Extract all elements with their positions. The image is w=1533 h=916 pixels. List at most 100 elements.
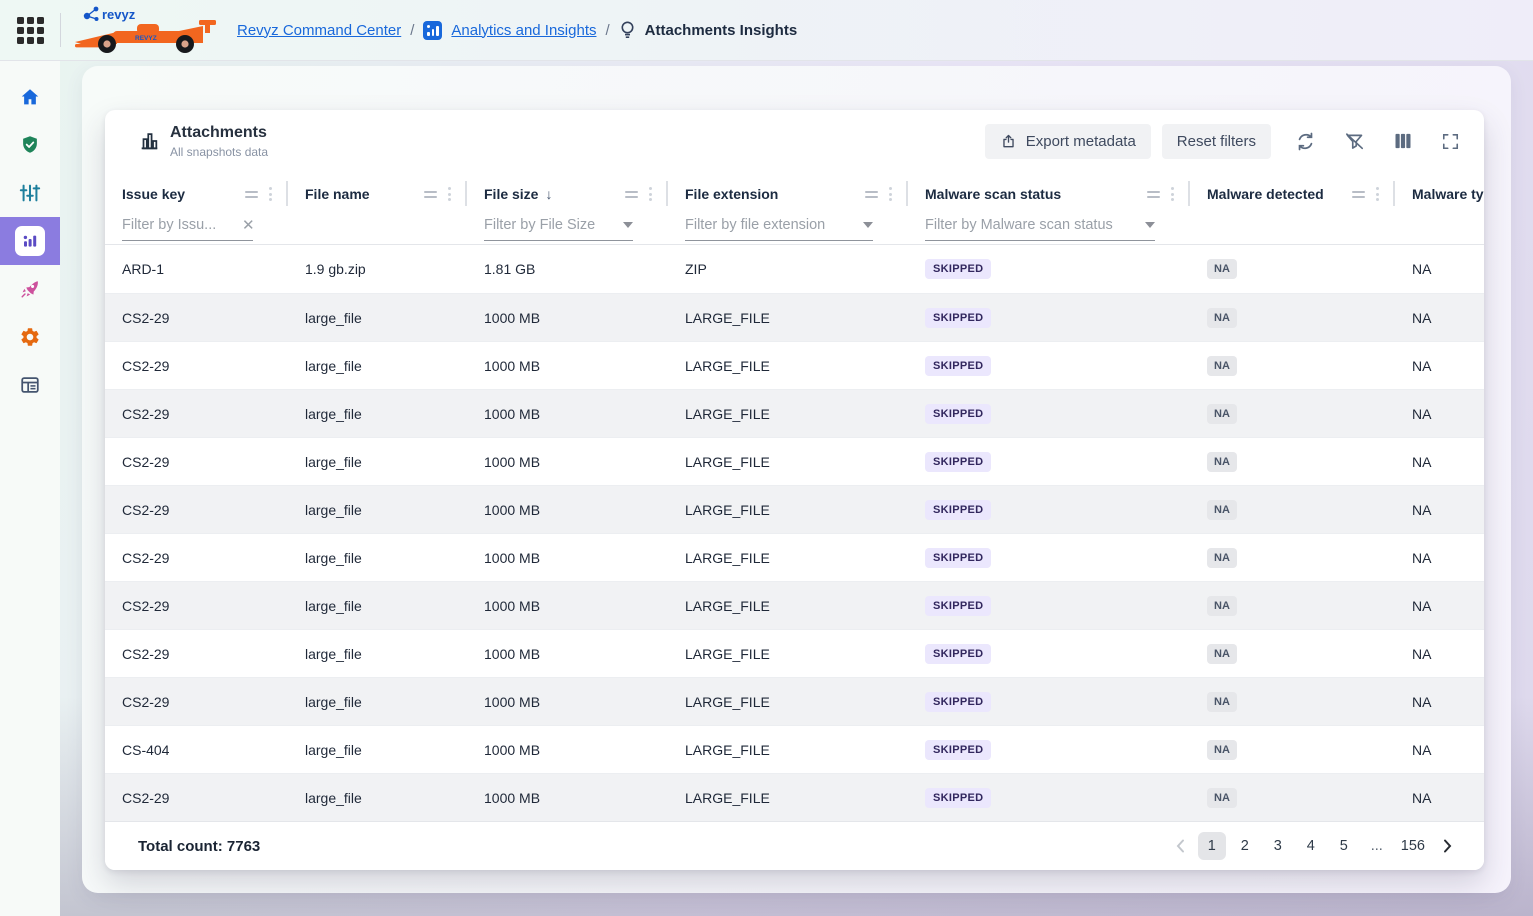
column-filter-menu-icon[interactable] [424,191,437,198]
table-row[interactable]: CS2-29 large_file 1000 MB LARGE_FILE SKI… [105,533,1484,581]
cell-issue-key: CS2-29 [105,454,288,470]
column-filter-menu-icon[interactable] [245,191,258,198]
page-button-5[interactable]: 5 [1330,832,1358,860]
refresh-button[interactable] [1291,127,1320,156]
cell-issue-key: CS2-29 [105,310,288,326]
app-switcher-button[interactable] [0,0,60,60]
table-row[interactable]: CS2-29 large_file 1000 MB LARGE_FILE SKI… [105,485,1484,533]
dropdown-caret-icon[interactable] [623,222,633,228]
column-menu-icon[interactable] [448,187,451,201]
table-row[interactable]: CS2-29 large_file 1000 MB LARGE_FILE SKI… [105,677,1484,725]
column-menu-icon[interactable] [1171,187,1174,201]
page-button-156[interactable]: 156 [1396,832,1430,860]
column-menu-icon[interactable] [649,187,652,201]
dropdown-caret-icon[interactable] [1145,222,1155,228]
title-texts: Attachments All snapshots data [170,123,268,158]
cell-file-size: 1000 MB [467,454,668,470]
page-button-3[interactable]: 3 [1264,832,1292,860]
scan-status-badge: SKIPPED [925,692,991,712]
filter-disabled-button[interactable] [1340,127,1369,156]
table-row[interactable]: CS2-29 large_file 1000 MB LARGE_FILE SKI… [105,629,1484,677]
cell-malware-type: NA [1395,261,1484,277]
breadcrumb-link-analytics[interactable]: Analytics and Insights [451,22,596,39]
total-count-value: 7763 [227,838,260,855]
column-menu-icon[interactable] [269,187,272,201]
sidebar-item-reports[interactable] [0,361,60,409]
column-header-malware-detected[interactable]: Malware detected [1207,180,1385,208]
analytics-icon [423,21,442,40]
sidebar-item-configuration[interactable] [0,169,60,217]
cell-file-extension: LARGE_FILE [668,646,908,662]
malware-scan-status-filter[interactable]: Filter by Malware scan status [925,210,1155,241]
sort-desc-icon: ↓ [545,186,552,202]
cell-file-extension: LARGE_FILE [668,406,908,422]
file-extension-filter[interactable]: Filter by file extension [685,210,873,241]
pagination: 1 2 3 4 5 ... 156 [1168,832,1460,860]
cell-malware-scan-status: SKIPPED [908,452,1190,472]
table-row[interactable]: CS2-29 large_file 1000 MB LARGE_FILE SKI… [105,389,1484,437]
export-metadata-button[interactable]: Export metadata [985,124,1151,159]
table-row[interactable]: CS2-29 large_file 1000 MB LARGE_FILE SKI… [105,581,1484,629]
cell-malware-type: NA [1395,790,1484,806]
cell-malware-type: NA [1395,502,1484,518]
scan-status-badge: SKIPPED [925,356,991,376]
table-row[interactable]: CS-404 large_file 1000 MB LARGE_FILE SKI… [105,725,1484,773]
cell-file-name: large_file [288,502,467,518]
column-header-file-size[interactable]: File size ↓ [484,180,658,208]
table-row[interactable]: ARD-1 1.9 gb.zip 1.81 GB ZIP SKIPPED NA … [105,245,1484,293]
issue-key-filter-input[interactable] [122,217,240,233]
table-row[interactable]: CS2-29 large_file 1000 MB LARGE_FILE SKI… [105,341,1484,389]
column-header-issue-key[interactable]: Issue key [122,180,278,208]
column-menu-icon[interactable] [1376,187,1379,201]
issue-key-filter: ✕ [122,210,253,241]
cell-file-extension: LARGE_FILE [668,550,908,566]
table-row[interactable]: CS2-29 large_file 1000 MB LARGE_FILE SKI… [105,437,1484,485]
cell-file-extension: ZIP [668,261,908,277]
page-button-2[interactable]: 2 [1231,832,1259,860]
column-filter-menu-icon[interactable] [1352,191,1365,198]
column-filter-menu-icon[interactable] [1147,191,1160,198]
fullscreen-button[interactable] [1437,128,1464,155]
column-menu-icon[interactable] [889,187,892,201]
rocket-icon [19,278,41,300]
sidebar-item-security[interactable] [0,121,60,169]
clear-filter-icon[interactable]: ✕ [240,216,257,234]
chevron-right-icon [1443,839,1452,853]
cell-malware-type: NA [1395,550,1484,566]
cell-malware-type: NA [1395,310,1484,326]
column-filter-menu-icon[interactable] [865,191,878,198]
column-header-malware-scan-status[interactable]: Malware scan status [925,180,1180,208]
sidebar-item-settings[interactable] [0,313,60,361]
scan-status-badge: SKIPPED [925,452,991,472]
sidebar-item-home[interactable] [0,73,60,121]
cell-file-name: large_file [288,694,467,710]
previous-page-button[interactable] [1168,835,1193,857]
cell-malware-type: NA [1395,454,1484,470]
table-row[interactable]: CS2-29 large_file 1000 MB LARGE_FILE SKI… [105,773,1484,821]
page-button-1[interactable]: 1 [1198,832,1226,860]
sidebar-item-analytics[interactable] [0,217,60,265]
cell-malware-detected: NA [1190,404,1395,424]
malware-detected-badge: NA [1207,259,1237,279]
cell-malware-detected: NA [1190,740,1395,760]
column-chooser-button[interactable] [1389,127,1417,155]
page-button-4[interactable]: 4 [1297,832,1325,860]
column-header-file-extension[interactable]: File extension [685,180,898,208]
revyz-logo[interactable]: revyz REVYZ [71,4,223,56]
breadcrumb-link-command-center[interactable]: Revyz Command Center [237,22,401,39]
top-bar: revyz REVYZ Revyz Command Center / [0,0,1533,61]
pagination-ellipsis: ... [1363,832,1391,860]
table-row[interactable]: CS2-29 large_file 1000 MB LARGE_FILE SKI… [105,293,1484,341]
column-header-file-name[interactable]: File name [305,180,457,208]
cell-malware-scan-status: SKIPPED [908,740,1190,760]
reset-filters-button[interactable]: Reset filters [1162,124,1271,159]
next-page-button[interactable] [1435,835,1460,857]
total-count: Total count: 7763 [138,838,260,855]
sidebar-item-launch[interactable] [0,265,60,313]
column-filter-menu-icon[interactable] [625,191,638,198]
cell-file-extension: LARGE_FILE [668,790,908,806]
dropdown-caret-icon[interactable] [863,222,873,228]
column-header-malware-type[interactable]: Malware type [1412,180,1474,208]
bar-chart-icon [21,232,39,250]
file-size-filter[interactable]: Filter by File Size [484,210,633,241]
